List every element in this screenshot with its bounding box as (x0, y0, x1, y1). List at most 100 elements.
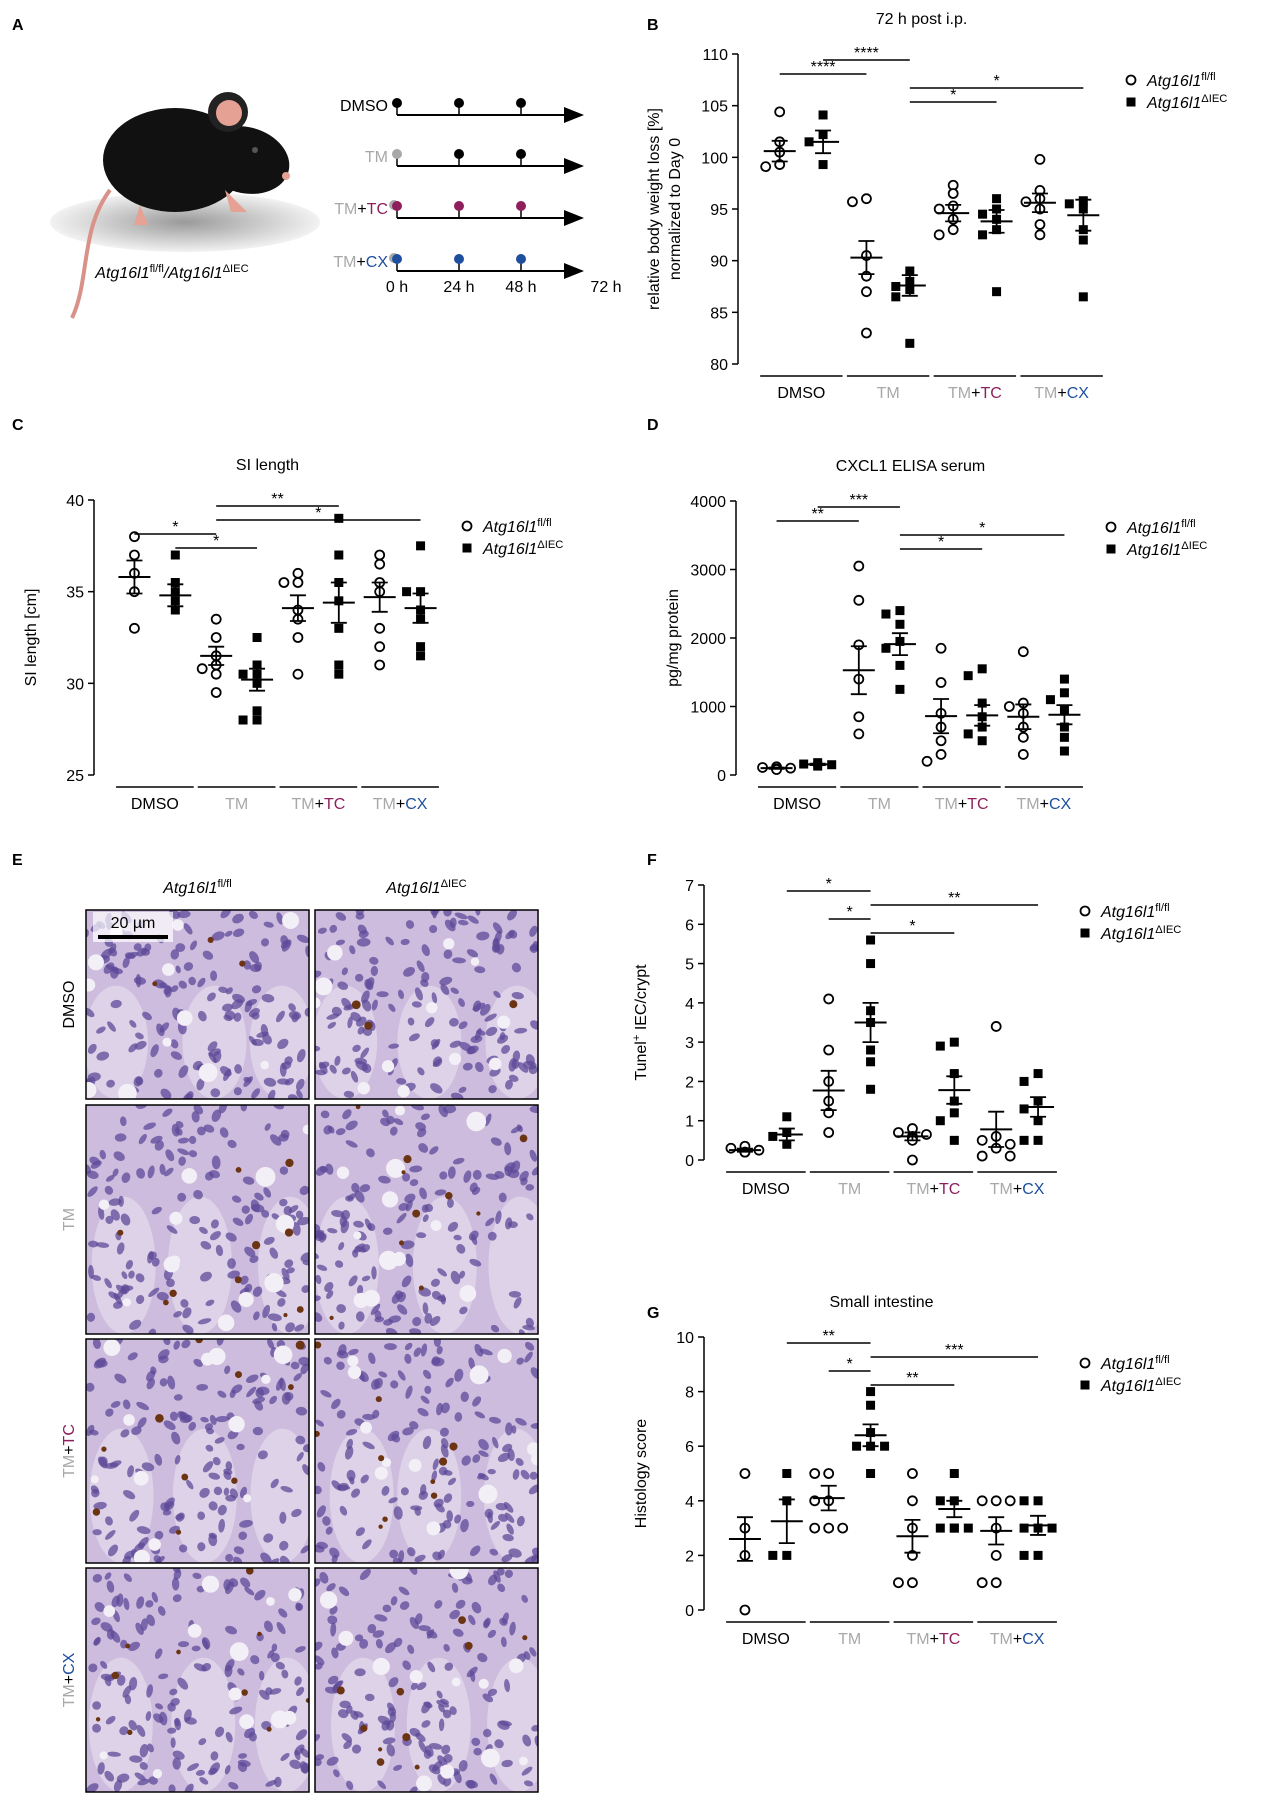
nucleus (445, 1377, 454, 1388)
y-tick-label: 10 (676, 1330, 694, 1347)
nucleus (169, 1411, 178, 1421)
treatment-label: DMSO (340, 98, 388, 115)
nucleus (451, 1582, 459, 1593)
chart-title: CXCL1 ELISA serum (836, 458, 985, 475)
data-point (739, 1468, 751, 1479)
nucleus (136, 1401, 150, 1411)
legend-label-part: Atg16l1 (1100, 926, 1155, 943)
nucleus (443, 949, 453, 959)
nucleus (400, 938, 410, 946)
micrograph-frame (314, 909, 539, 1100)
goblet-cell (148, 1538, 161, 1551)
nucleus (199, 1487, 210, 1498)
nucleus (440, 1294, 446, 1305)
nucleus (196, 1383, 209, 1391)
nucleus (95, 1242, 110, 1248)
column-header-part: fl/fl (217, 878, 231, 890)
group-label-part: + (396, 796, 405, 813)
nucleus (483, 1728, 492, 1738)
nucleus (319, 1572, 329, 1584)
goblet-cell (208, 1347, 226, 1366)
nucleus (295, 1406, 308, 1416)
nucleus (382, 1109, 389, 1118)
nucleus (374, 1614, 388, 1622)
nucleus (386, 1743, 395, 1757)
nucleus (204, 1423, 213, 1431)
goblet-cell (430, 1220, 442, 1232)
tunel-signal (430, 1479, 436, 1485)
nucleus (407, 1547, 416, 1557)
data-point (1017, 646, 1029, 658)
data-point (977, 664, 987, 674)
nucleus (257, 1450, 268, 1460)
nucleus (300, 1545, 309, 1554)
nucleus (492, 922, 503, 934)
nucleus (337, 981, 349, 990)
nucleus (362, 1441, 375, 1450)
nucleus (338, 1242, 345, 1251)
nucleus (410, 1505, 423, 1511)
data-point (935, 1116, 945, 1126)
nucleus (416, 960, 425, 973)
goblet-cell (86, 1082, 97, 1099)
nucleus (120, 1429, 130, 1438)
nucleus (283, 1205, 292, 1216)
tunel-signal (402, 1733, 411, 1742)
nucleus (439, 976, 453, 986)
dose-dot (392, 254, 402, 264)
nucleus (97, 1762, 105, 1775)
nucleus (423, 1701, 433, 1709)
tunel-signal (305, 1698, 309, 1703)
nucleus (91, 1488, 100, 1498)
nucleus (493, 1570, 501, 1583)
goblet-cell (508, 1658, 524, 1674)
nucleus (521, 1766, 533, 1776)
nucleus (388, 1003, 396, 1012)
nucleus (177, 1148, 190, 1156)
tunel-signal (284, 1228, 294, 1237)
data-point (334, 550, 344, 560)
nucleus (153, 1713, 164, 1723)
group-label-part: + (1057, 385, 1066, 402)
nucleus (485, 1026, 498, 1036)
nucleus (225, 987, 233, 995)
nucleus (197, 1542, 206, 1552)
nucleus (499, 1617, 508, 1626)
nucleus (142, 1011, 152, 1021)
nucleus (156, 1292, 169, 1301)
nucleus (267, 1339, 275, 1349)
nucleus (532, 940, 538, 952)
nucleus (290, 1361, 300, 1370)
nucleus (231, 999, 244, 1010)
nucleus (501, 1554, 513, 1563)
nucleus (136, 1724, 146, 1737)
crypt-lumen (488, 1196, 538, 1334)
nucleus (472, 1396, 482, 1407)
crypt-lumen (412, 1196, 477, 1334)
nucleus (447, 1221, 459, 1232)
legend-label-part: Atg16l1 (1146, 95, 1201, 112)
nucleus (240, 1105, 248, 1112)
nucleus (505, 1422, 513, 1436)
nucleus (233, 1546, 245, 1555)
nucleus (336, 1410, 346, 1419)
row-label: TM+TC (61, 1424, 78, 1478)
nucleus (201, 1637, 211, 1649)
nucleus (440, 1444, 449, 1458)
nucleus (326, 1583, 336, 1592)
nucleus (100, 1622, 113, 1632)
nucleus (494, 1739, 504, 1749)
data-point (1033, 1550, 1043, 1560)
nucleus (388, 1043, 400, 1049)
nucleus (387, 1707, 397, 1717)
data-point (881, 643, 891, 653)
nucleus (511, 962, 522, 973)
nucleus (473, 1747, 482, 1756)
nucleus (208, 1052, 217, 1064)
legend-label: Atg16l1fl/fl (1146, 71, 1216, 90)
nucleus (248, 910, 258, 920)
data-point (861, 327, 872, 339)
nucleus (261, 994, 275, 1003)
tunel-signal (360, 1724, 368, 1732)
nucleus (449, 1609, 460, 1620)
